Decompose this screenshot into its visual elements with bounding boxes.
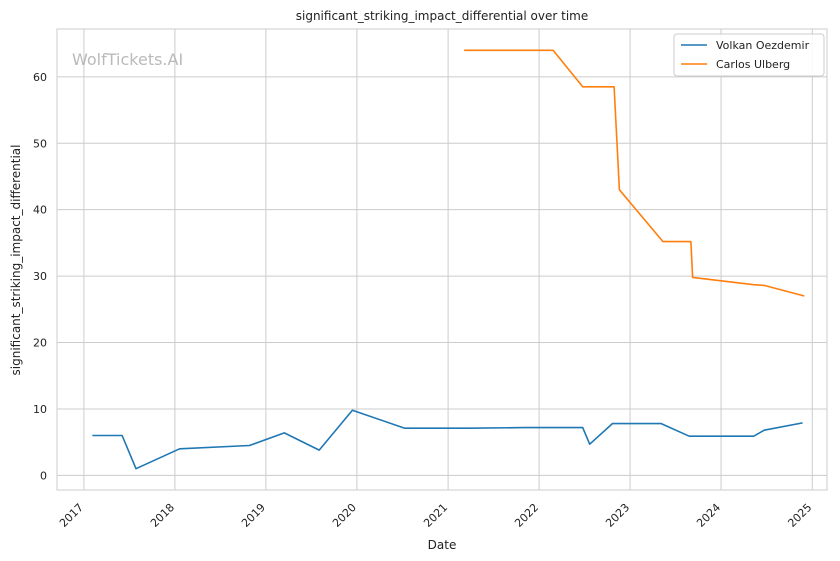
watermark: WolfTickets.AI (72, 50, 183, 69)
y-tick-label: 0 (40, 469, 47, 482)
series-line-0 (92, 409, 803, 470)
y-tick-label: 30 (33, 270, 47, 283)
x-tick-label: 2025 (785, 501, 814, 530)
plot-area (56, 28, 828, 491)
x-tick-label: 2021 (421, 501, 450, 530)
grid (57, 29, 827, 490)
chart-title: significant_striking_impact_differential… (296, 9, 588, 23)
y-tick-label: 60 (33, 71, 47, 84)
x-tick-label: 2018 (148, 501, 177, 530)
x-tick-label: 2022 (512, 501, 541, 530)
y-tick-label: 10 (33, 403, 47, 416)
x-tick-label: 2023 (603, 501, 632, 530)
series-line-1 (464, 49, 805, 297)
legend-label-1: Carlos Ulberg (716, 58, 790, 71)
y-tick-label: 40 (33, 204, 47, 217)
x-tick-label: 2020 (330, 501, 359, 530)
y-axis-label: significant_striking_impact_differential (9, 145, 23, 376)
series-lines (92, 49, 805, 470)
y-tick-label: 50 (33, 137, 47, 150)
y-tick-label: 20 (33, 337, 47, 350)
legend: Volkan Oezdemir Carlos Ulberg (673, 33, 825, 77)
legend-label-0: Volkan Oezdemir (716, 39, 810, 52)
legend-box (673, 33, 825, 77)
x-axis-label: Date (428, 538, 457, 552)
x-tick-label: 2019 (239, 501, 268, 530)
x-tick-label: 2017 (57, 501, 86, 530)
x-tick-label: 2024 (694, 501, 723, 530)
